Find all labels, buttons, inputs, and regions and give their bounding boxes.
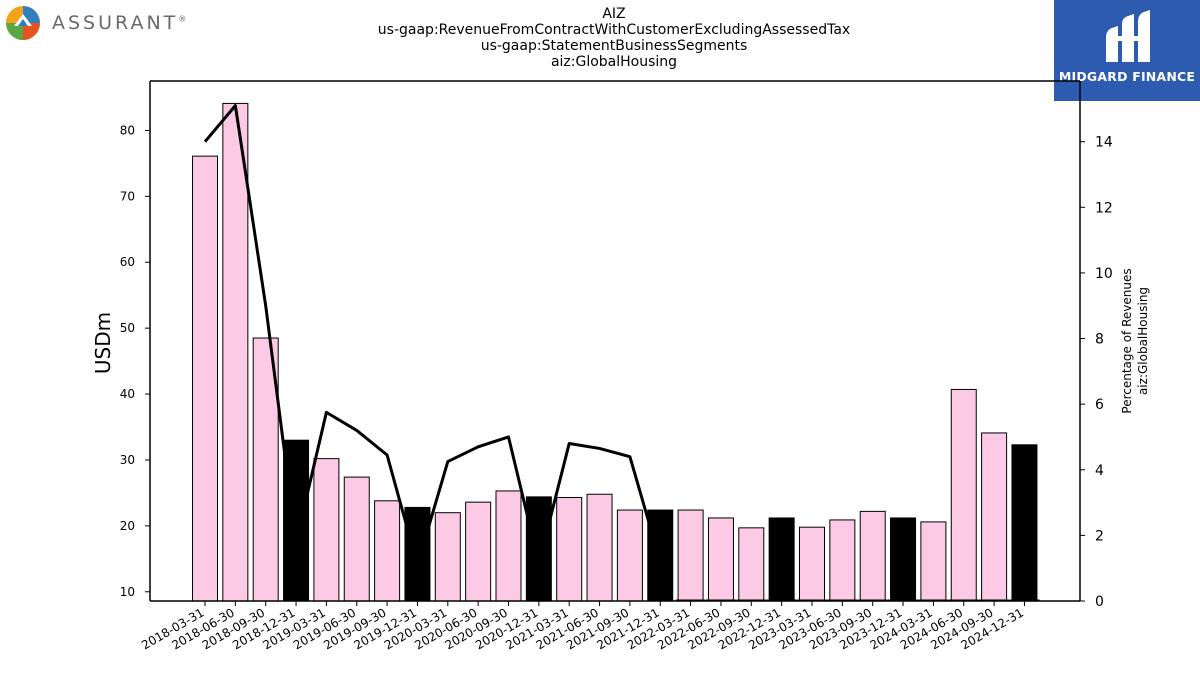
bar (981, 432, 1008, 602)
chart-title-line: AIZ (602, 6, 626, 22)
y2-tick-label: 0 (1095, 594, 1104, 610)
bar (799, 526, 825, 602)
midgard-finance-logo: MIDGARD FINANCE (1054, 0, 1200, 101)
chart-title-line: us-gaap:StatementBusinessSegments (480, 38, 748, 54)
bar (343, 476, 370, 602)
y2-tick-label: 10 (1095, 266, 1113, 282)
bar (222, 102, 249, 602)
chart-title-line: us-gaap:RevenueFromContractWithCustomerE… (377, 22, 851, 38)
y2-axis-label: Percentage of Revenues (1120, 268, 1134, 413)
assurant-logo-icon (6, 6, 40, 40)
y-tick-label: 20 (120, 519, 135, 533)
assurant-logo: ASSURANT® (4, 4, 186, 42)
y2-tick-label: 8 (1095, 332, 1104, 348)
bar (556, 497, 583, 602)
chart-title-line: aiz:GlobalHousing (550, 54, 678, 70)
midgard-logo-icon (1106, 10, 1150, 62)
bar (525, 496, 552, 602)
y2-tick-label: 12 (1095, 200, 1113, 216)
y2-tick-label: 4 (1095, 463, 1104, 479)
y-tick-label: 80 (120, 123, 135, 137)
bar (859, 510, 886, 602)
bar (616, 509, 643, 602)
percentage-line (203, 104, 662, 567)
bar (738, 527, 765, 602)
y-tick-label: 50 (120, 321, 135, 335)
bar (313, 458, 340, 602)
bar (192, 155, 218, 602)
assurant-wordmark: ASSURANT® (52, 12, 187, 34)
bar (647, 509, 674, 602)
y-tick-label: 60 (120, 255, 135, 269)
bar (1011, 444, 1038, 602)
bar (586, 493, 613, 602)
y-tick-label: 30 (120, 453, 135, 467)
y-tick-label: 40 (120, 387, 135, 401)
y2-tick-label: 6 (1095, 397, 1104, 413)
bar (677, 509, 704, 602)
bar (495, 490, 522, 602)
bar (768, 517, 795, 602)
chart-title: AIZ us-gaap:RevenueFromContractWithCusto… (364, 6, 864, 70)
y2-tick-label: 14 (1095, 135, 1113, 151)
bar (707, 517, 734, 602)
bar (434, 512, 461, 602)
bar (374, 500, 401, 602)
bar (465, 501, 492, 602)
y2-axis-label: aiz:GlobalHousing (1136, 287, 1150, 395)
y2-tick-label: 2 (1095, 528, 1104, 544)
y-tick-label: 10 (120, 585, 135, 599)
bar (950, 388, 977, 602)
bar (829, 519, 856, 602)
midgard-wordmark: MIDGARD FINANCE (1058, 69, 1196, 84)
bar (920, 521, 947, 602)
bar (890, 517, 917, 602)
y-axis-label: USDm (91, 312, 115, 374)
bar (404, 506, 431, 602)
y-tick-label: 70 (120, 189, 135, 203)
